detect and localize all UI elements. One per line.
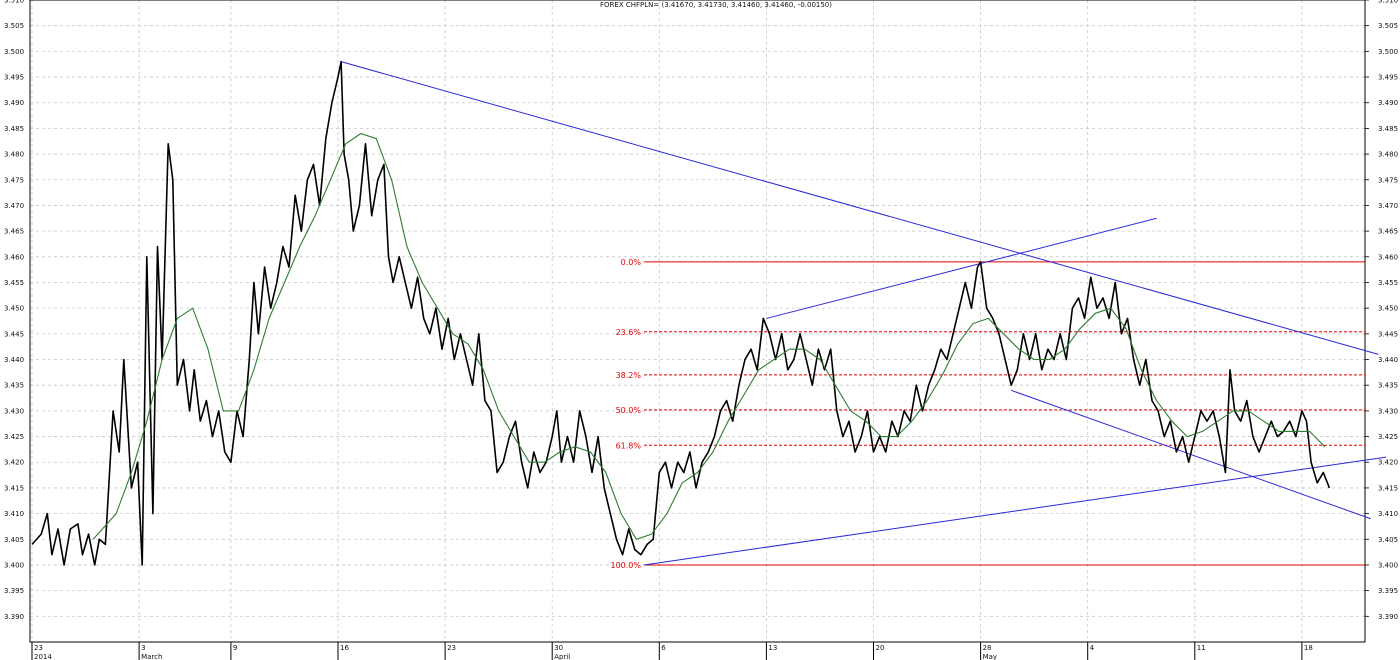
y-tick-label-left: 3.425 (4, 433, 24, 441)
y-tick-label-left: 3.430 (4, 407, 24, 415)
y-tick-label-left: 3.500 (4, 48, 24, 56)
y-tick-label-right: 3.455 (1378, 279, 1398, 287)
fib-level-label: 100.0% (610, 561, 641, 570)
x-tick-sublabel: March (141, 653, 162, 660)
y-tick-label-right: 3.505 (1378, 22, 1398, 30)
y-tick-label-left: 3.485 (4, 125, 24, 133)
x-tick-label: 28 (983, 644, 992, 652)
y-tick-label-right: 3.500 (1378, 48, 1398, 56)
y-tick-label-right: 3.470 (1378, 202, 1398, 210)
fibonacci-levels: 0.0% 23.6% 38.2% 50.0% 61.8% 100.0% (610, 258, 1365, 570)
fib-level-label: 38.2% (616, 371, 642, 380)
x-tick-label: 9 (233, 644, 237, 652)
fib-level-label: 61.8% (616, 441, 642, 450)
y-tick-label-right: 3.475 (1378, 176, 1398, 184)
y-tick-label-left: 3.390 (4, 613, 24, 621)
y-tick-label-right: 3.430 (1378, 407, 1398, 415)
x-tick-sublabel: April (554, 653, 570, 660)
y-tick-label-left: 3.490 (4, 99, 24, 107)
y-tick-label-right: 3.445 (1378, 330, 1398, 338)
y-tick-label-right: 3.440 (1378, 356, 1398, 364)
y-tick-label-left: 3.420 (4, 459, 24, 467)
trendline (340, 61, 1379, 355)
x-tick-label: 3 (141, 644, 145, 652)
y-tick-label-right: 3.415 (1378, 484, 1398, 492)
trendline (643, 456, 1387, 566)
y-tick-label-right: 3.435 (1378, 382, 1398, 390)
trendline (766, 217, 1157, 319)
y-tick-label-left: 3.415 (4, 484, 24, 492)
y-tick-label-left: 3.455 (4, 279, 24, 287)
y-tick-label-right: 3.425 (1378, 433, 1398, 441)
y-tick-label-right: 3.485 (1378, 125, 1398, 133)
y-tick-label-left: 3.495 (4, 74, 24, 82)
x-tick-sublabel: 2014 (34, 653, 52, 660)
price-line (31, 60, 1331, 566)
y-tick-label-left: 3.395 (4, 587, 24, 595)
y-tick-label-right: 3.460 (1378, 253, 1398, 261)
x-tick-label: 18 (1304, 644, 1313, 652)
chart-grid (30, 0, 1365, 642)
plot-frame (29, 0, 1366, 643)
fib-level-label: 0.0% (621, 258, 642, 267)
y-tick-label-right: 3.405 (1378, 536, 1398, 544)
y-tick-label-left: 3.435 (4, 382, 24, 390)
y-tick-label-left: 3.440 (4, 356, 24, 364)
x-tick-label: 6 (661, 644, 666, 652)
price-series (31, 60, 1331, 566)
fib-level-label: 23.6% (616, 328, 642, 337)
y-tick-label-left: 3.470 (4, 202, 24, 210)
y-tick-label-right: 3.495 (1378, 74, 1398, 82)
moving-average-line (92, 132, 1326, 540)
y-tick-label-right: 3.450 (1378, 305, 1398, 313)
y-tick-label-right: 3.480 (1378, 151, 1398, 159)
x-tick-sublabel: May (983, 653, 997, 660)
y-tick-label-right: 3.420 (1378, 459, 1398, 467)
x-tick-label: 20 (876, 644, 885, 652)
y-tick-label-left: 3.460 (4, 253, 24, 261)
x-tick-label: 4 (1090, 644, 1095, 652)
y-tick-label-right: 3.510 (1378, 0, 1398, 5)
y-tick-label-left: 3.400 (4, 561, 24, 569)
y-tick-label-left: 3.445 (4, 330, 24, 338)
y-tick-label-left: 3.475 (4, 176, 24, 184)
y-tick-label-right: 3.490 (1378, 99, 1398, 107)
y-tick-label-left: 3.450 (4, 305, 24, 313)
fib-level-label: 50.0% (616, 406, 642, 415)
y-tick-label-right: 3.410 (1378, 510, 1398, 518)
x-tick-label: 16 (340, 644, 349, 652)
y-tick-label-right: 3.390 (1378, 613, 1398, 621)
y-tick-label-left: 3.505 (4, 22, 24, 30)
y-tick-label-left: 3.510 (4, 0, 24, 5)
y-tick-label-left: 3.465 (4, 228, 24, 236)
y-tick-label-left: 3.480 (4, 151, 24, 159)
y-tick-label-left: 3.405 (4, 536, 24, 544)
chart-axes: 3.390 3.390 3.395 3.395 3.400 3.400 3.405 3.405… (4, 0, 1398, 660)
y-tick-label-right: 3.400 (1378, 561, 1398, 569)
x-tick-label: 11 (1197, 644, 1206, 652)
x-tick-label: 13 (768, 644, 777, 652)
trendlines (340, 61, 1387, 566)
x-tick-label: 30 (554, 644, 563, 652)
y-tick-label-left: 3.410 (4, 510, 24, 518)
x-tick-label: 23 (447, 644, 456, 652)
chart-title: FOREX CHFPLN= (3.41670, 3.41730, 3.41460… (600, 1, 832, 9)
y-tick-label-right: 3.465 (1378, 228, 1398, 236)
y-tick-label-right: 3.395 (1378, 587, 1398, 595)
x-tick-label: 23 (34, 644, 43, 652)
